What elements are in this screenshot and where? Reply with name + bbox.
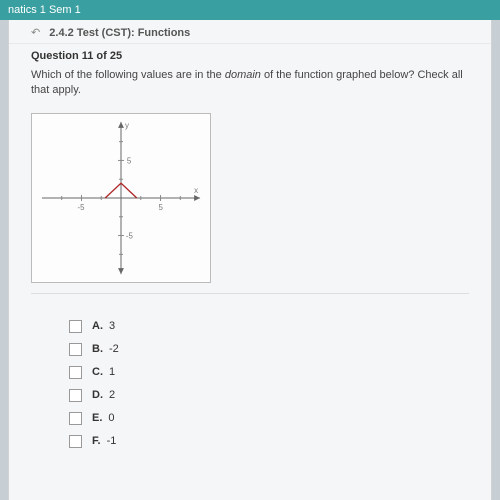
answer-row: B. -2 [69, 343, 469, 356]
question-domain-word: domain [225, 69, 261, 81]
question-text-before: Which of the following values are in the [31, 69, 225, 81]
question-text: Which of the following values are in the… [9, 64, 491, 109]
test-title-row: ↶ 2.4.2 Test (CST): Functions [9, 20, 491, 44]
answer-letter: E. [92, 412, 102, 424]
graph-svg: -5 5 5 -5 y x [32, 114, 210, 282]
answer-value: -1 [107, 435, 117, 447]
answer-checkbox-b[interactable] [69, 343, 82, 356]
course-header: natics 1 Sem 1 [0, 0, 500, 20]
content-area: ↶ 2.4.2 Test (CST): Functions Question 1… [8, 20, 492, 500]
answer-checkbox-e[interactable] [69, 412, 82, 425]
divider [31, 293, 469, 294]
tick-neg5-y: -5 [126, 231, 134, 240]
answer-letter: C. [92, 366, 103, 378]
answer-value: 3 [109, 320, 115, 332]
course-title: natics 1 Sem 1 [8, 4, 81, 16]
answer-row: F. -1 [69, 435, 469, 448]
answer-letter: A. [92, 320, 103, 332]
svg-text:y: y [125, 121, 129, 130]
answer-value: -2 [109, 343, 119, 355]
answer-row: D. 2 [69, 389, 469, 402]
test-title: 2.4.2 Test (CST): Functions [49, 27, 190, 39]
answers-list: A. 3 B. -2 C. 1 D. 2 E. 0 F. -1 [9, 300, 491, 468]
answer-value: 0 [108, 412, 114, 424]
answer-checkbox-f[interactable] [69, 435, 82, 448]
answer-letter: F. [92, 435, 101, 447]
answer-checkbox-d[interactable] [69, 389, 82, 402]
graph-container: -5 5 5 -5 y x [31, 113, 211, 283]
question-number: Question 11 of 25 [9, 44, 491, 64]
tick-neg5-x: -5 [78, 203, 86, 212]
svg-text:x: x [194, 186, 198, 195]
answer-value: 2 [109, 389, 115, 401]
answer-row: C. 1 [69, 366, 469, 379]
answer-checkbox-c[interactable] [69, 366, 82, 379]
answer-letter: D. [92, 389, 103, 401]
answer-row: E. 0 [69, 412, 469, 425]
tick-5-y: 5 [127, 156, 132, 165]
answer-value: 1 [109, 366, 115, 378]
answer-letter: B. [92, 343, 103, 355]
tick-5-x: 5 [159, 203, 164, 212]
back-arrow-icon[interactable]: ↶ [31, 27, 40, 39]
answer-checkbox-a[interactable] [69, 320, 82, 333]
answer-row: A. 3 [69, 320, 469, 333]
